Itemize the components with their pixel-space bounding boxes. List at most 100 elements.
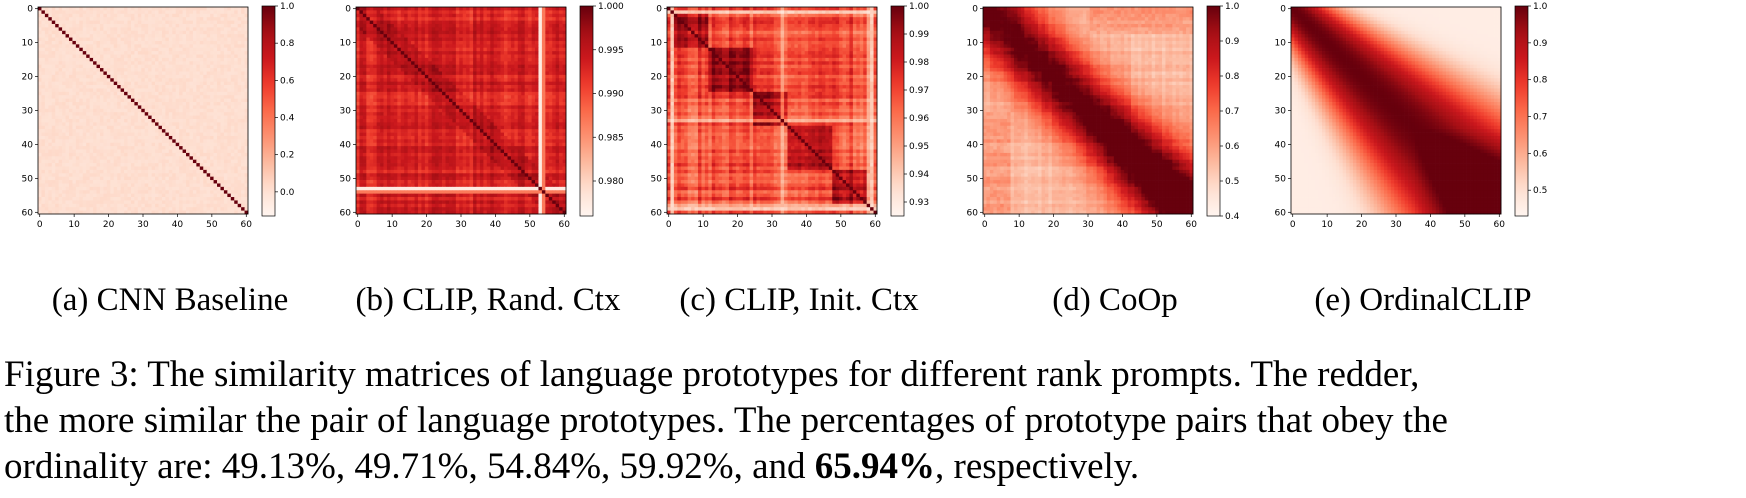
heatmap-cell [435, 61, 439, 66]
heatmap-cell [466, 10, 470, 15]
heatmap-cell [96, 186, 101, 191]
heatmap-cell [158, 129, 163, 133]
heatmap-cell [383, 74, 388, 79]
heatmap-cell [117, 54, 121, 59]
heatmap-cell [473, 17, 477, 21]
heatmap-cell [141, 193, 146, 198]
heatmap-cell [96, 118, 101, 123]
heatmap-cell [459, 13, 464, 18]
heatmap-cell [490, 51, 495, 55]
heatmap-cell [483, 44, 488, 49]
heatmap-cell [55, 27, 59, 32]
heatmap-cell [48, 71, 53, 76]
heatmap-cell [199, 173, 204, 178]
heatmap-cell [130, 91, 135, 96]
heatmap-cell [86, 102, 90, 106]
heatmap-cell [217, 207, 221, 211]
heatmap-cell [172, 197, 177, 201]
heatmap-cell [217, 210, 221, 215]
heatmap-cell [72, 51, 77, 55]
heatmap-cell [41, 173, 46, 178]
heatmap-cell [110, 71, 115, 76]
heatmap-cell [110, 156, 115, 161]
heatmap-cell [172, 10, 177, 15]
heatmap-cell [103, 61, 108, 66]
heatmap-cell [531, 37, 536, 42]
heatmap-cell [359, 20, 364, 25]
heatmap-cell [227, 27, 232, 32]
heatmap-cell [103, 54, 108, 59]
heatmap-cell [62, 125, 66, 130]
heatmap-cell [538, 57, 543, 62]
heatmap-cell [179, 17, 183, 21]
heatmap-cell [210, 44, 214, 49]
heatmap-cell [192, 30, 197, 35]
heatmap-cell [210, 85, 214, 89]
heatmap-cell [65, 180, 70, 184]
heatmap-cell [186, 163, 190, 167]
heatmap-cell [48, 57, 53, 62]
heatmap-cell [72, 44, 77, 49]
heatmap-cell [93, 203, 97, 208]
heatmap-cell [55, 132, 59, 137]
heatmap-cell [130, 85, 135, 89]
heatmap-cell [127, 81, 132, 86]
heatmap-cell [175, 122, 180, 127]
heatmap-cell [393, 34, 398, 38]
heatmap-cell [431, 44, 436, 49]
heatmap-cell [476, 51, 481, 55]
heatmap-cell [244, 17, 249, 21]
heatmap-cell [172, 210, 177, 215]
heatmap-cell [182, 57, 187, 62]
heatmap-cell [106, 118, 111, 123]
heatmap-cell [41, 74, 46, 79]
heatmap-cell [504, 44, 508, 49]
heatmap-cell [38, 51, 42, 55]
heatmap-cell [192, 163, 197, 167]
heatmap-cell [124, 163, 128, 167]
heatmap-cell [510, 40, 515, 45]
heatmap-cell [552, 34, 557, 38]
heatmap-cell [55, 207, 59, 211]
heatmap-cell [161, 139, 166, 144]
heatmap-cell [75, 142, 80, 147]
heatmap-cell [124, 173, 128, 178]
heatmap-cell [241, 132, 245, 137]
heatmap-cell [517, 47, 522, 52]
heatmap-cell [93, 193, 97, 198]
heatmap-cell [227, 91, 232, 96]
heatmap-cell [48, 118, 53, 123]
heatmap-cell [545, 17, 550, 21]
heatmap-cell [55, 159, 59, 164]
heatmap-cell [213, 88, 218, 93]
heatmap-cell [237, 197, 242, 201]
heatmap-cell [103, 142, 108, 147]
heatmap-cell [356, 57, 360, 62]
heatmap-cell [58, 169, 63, 174]
heatmap-cell [75, 7, 80, 11]
heatmap-cell [223, 112, 228, 116]
heatmap-cell [241, 163, 245, 167]
heatmap-cell [158, 13, 163, 18]
heatmap-cell [182, 190, 187, 194]
heatmap-cell [217, 34, 221, 38]
heatmap-cell [179, 125, 183, 130]
heatmap-cell [127, 197, 132, 201]
heatmap-cell [517, 37, 522, 42]
heatmap-cell [234, 78, 239, 82]
heatmap-cell [75, 203, 80, 208]
heatmap-cell [127, 61, 132, 66]
heatmap-cell [548, 54, 553, 59]
heatmap-cell [213, 23, 218, 28]
heatmap-cell [96, 176, 101, 181]
heatmap-cell [234, 122, 239, 127]
heatmap-cell [490, 27, 495, 32]
heatmap-cell [86, 207, 90, 211]
heatmap-cell [103, 146, 108, 150]
heatmap-cell [144, 176, 149, 181]
heatmap-cell [151, 81, 156, 86]
heatmap-cell [48, 27, 53, 32]
heatmap-cell [521, 23, 526, 28]
heatmap-cell [155, 74, 159, 79]
heatmap-cell [124, 142, 128, 147]
